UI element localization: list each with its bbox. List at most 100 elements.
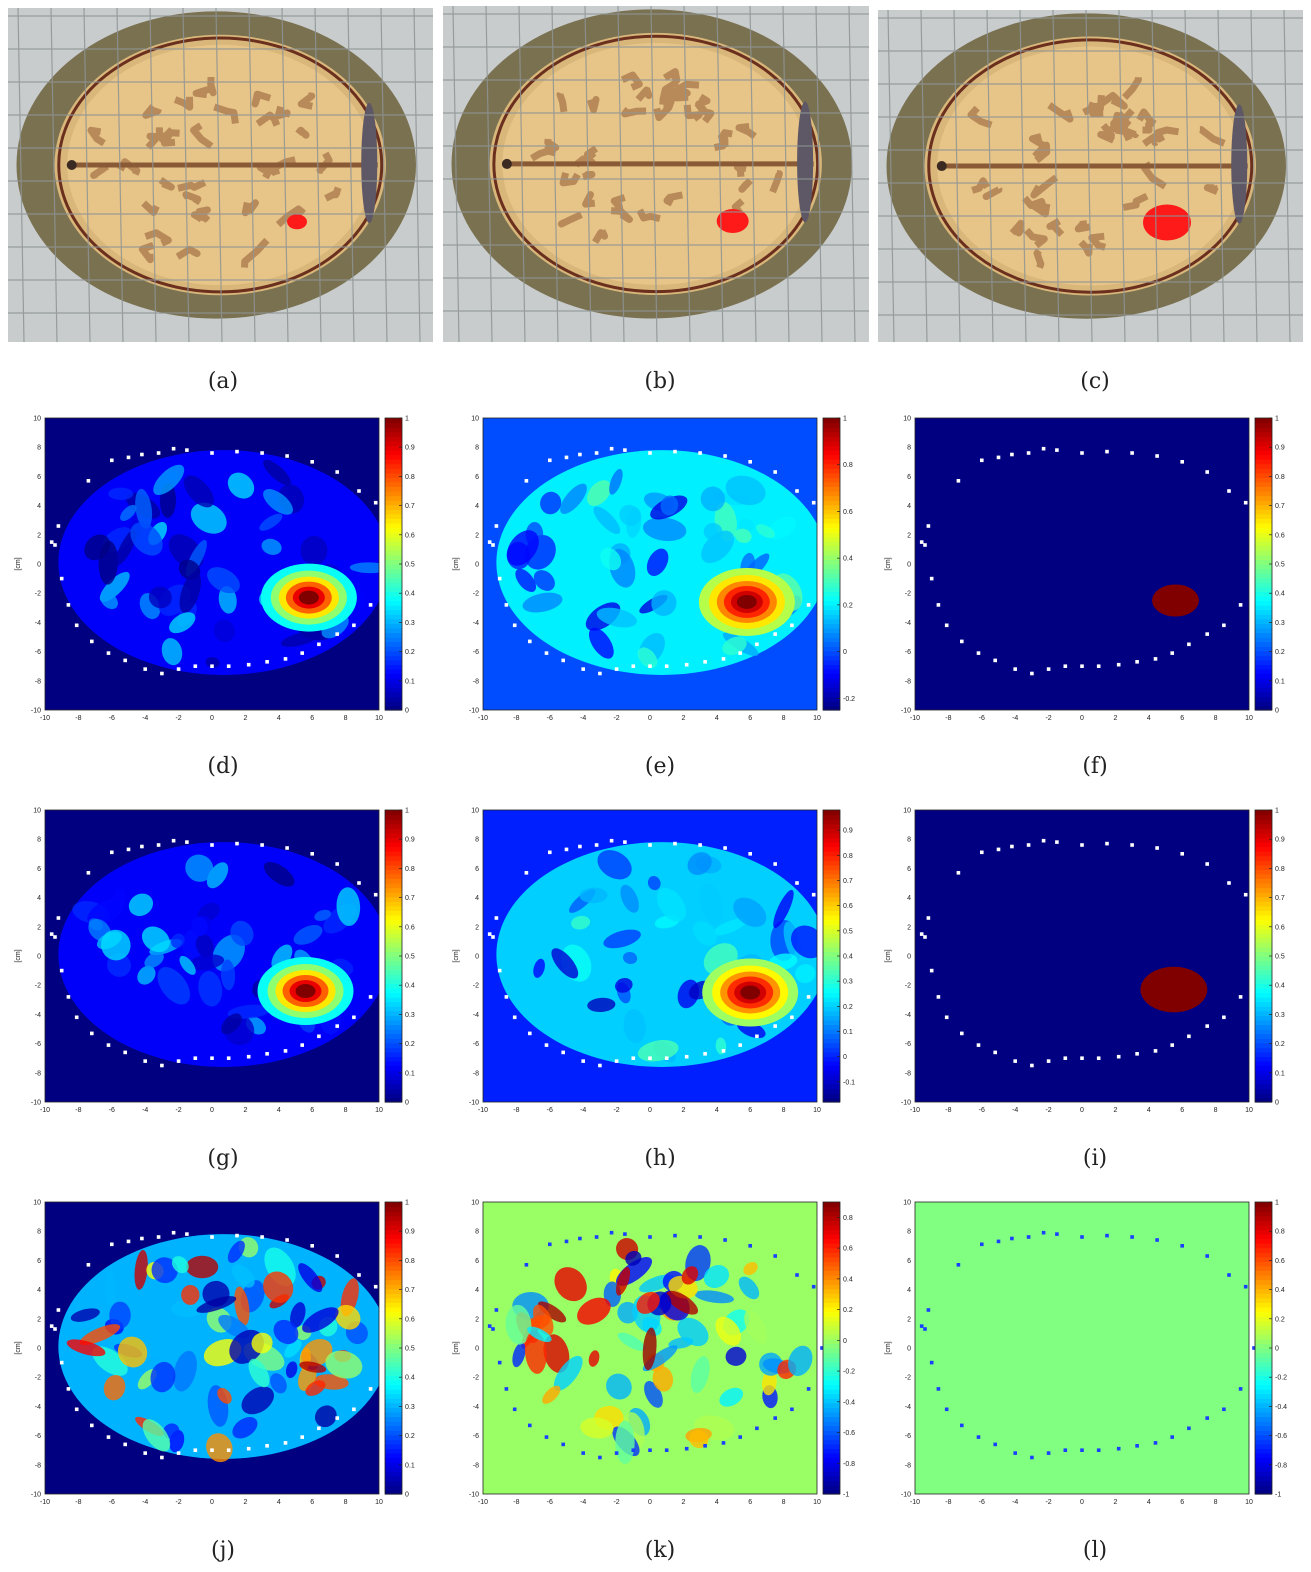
antenna-38 [110, 1242, 114, 1247]
y-tick-label: 10 [903, 808, 911, 815]
y-tick-label: 10 [33, 1200, 41, 1207]
antenna-7 [960, 1031, 964, 1036]
x-tick-label: -6 [547, 715, 553, 722]
antenna-13 [631, 1448, 636, 1452]
antenna-8 [106, 651, 111, 655]
antenna-25 [1243, 1284, 1248, 1289]
colorbar-tick-label: 0.5 [405, 562, 415, 569]
colorbar-tick-label: 0.1 [405, 1070, 415, 1077]
colorbar-tick-label: 0.4 [1275, 1287, 1285, 1294]
antenna-5 [936, 1387, 941, 1391]
antenna-31 [235, 1233, 239, 1238]
x-tick-label: 2 [1113, 1107, 1117, 1114]
caption-i: (i) [1082, 1146, 1108, 1171]
colorbar-tick-label: 0.4 [405, 983, 415, 990]
antenna-9 [123, 658, 127, 663]
antenna-34 [609, 446, 614, 451]
x-tick-label: 8 [344, 715, 348, 722]
antenna-35 [1026, 843, 1031, 847]
antenna-27 [1205, 862, 1209, 866]
colorbar-tick-label: 0.9 [1275, 445, 1285, 452]
antenna-3 [923, 543, 927, 547]
antenna-8 [106, 1435, 111, 1439]
heatmap-panel-l: -10-10-8-8-6-6-4-4-2-200224466881010[cm]… [885, 1200, 1287, 1507]
x-tick-label: -2 [175, 1107, 181, 1114]
colorbar-tick-label: 0.8 [843, 1215, 853, 1222]
colorbar-tick-label: 0.6 [405, 532, 415, 539]
antenna-15 [664, 1448, 669, 1452]
colorbar-tick-label: 0.6 [1275, 924, 1285, 931]
antenna-34 [1041, 1230, 1046, 1235]
y-tick-label: -4 [35, 1404, 41, 1411]
x-tick-label: -6 [979, 1499, 985, 1506]
antenna-12 [176, 1059, 181, 1063]
antenna-6 [512, 1407, 517, 1412]
antenna-24 [382, 562, 386, 566]
antenna-29 [1155, 454, 1159, 458]
antenna-37 [564, 1239, 569, 1244]
antenna-markers [919, 838, 1256, 1068]
antenna-14 [648, 1448, 652, 1452]
antenna-26 [1227, 489, 1231, 493]
y-tick-label: 4 [475, 503, 479, 510]
y-tick-label: 10 [471, 808, 479, 815]
x-tick-label: 10 [813, 1107, 821, 1114]
antenna-28 [310, 1244, 314, 1248]
antenna-13 [1063, 1448, 1068, 1452]
antenna-13 [193, 1448, 198, 1452]
antenna-13 [1063, 664, 1068, 668]
heatmap-panel-h: -10-10 -8 -8 -6 -6 -4 -4 -2 -2 0 0 2 2 4 4 6 6 8 8 10 10 [cm]… [453, 808, 855, 1115]
antenna-11 [1030, 671, 1034, 676]
antenna-5 [66, 995, 71, 999]
tick-labels: -10-10 -8 -8 -6 -6 -4 -4 -2 -2 0 0 2 2 4 4 6 6 8 8 10 10 [469, 416, 821, 723]
colorbar: 0 0.1 0.2 0.3 0.4 0.5 0.6 0.7 0.8 0.9 1 [1254, 808, 1285, 1107]
antenna-5 [504, 995, 509, 999]
antenna-36 [1010, 844, 1014, 849]
antenna-18 [721, 657, 726, 661]
antenna-8 [976, 1435, 981, 1439]
antenna-19 [1170, 1043, 1174, 1047]
antenna-10 [143, 667, 147, 671]
antenna-29 [285, 454, 289, 458]
antenna-38 [110, 458, 114, 463]
colorbar: 0 0.1 0.2 0.3 0.4 0.5 0.6 0.7 0.8 0.9 1 [384, 416, 415, 715]
x-tick-label: -10 [40, 1499, 50, 1506]
colorbar-tick-label: 1 [1275, 416, 1279, 423]
antenna-6 [74, 623, 79, 628]
antenna-7 [528, 1423, 532, 1428]
y-tick-label: -8 [905, 1462, 911, 1469]
x-tick-label: 4 [1147, 1107, 1151, 1114]
antenna-38 [980, 1242, 984, 1247]
y-tick-label: -8 [473, 1462, 479, 1469]
antenna-25 [373, 892, 378, 897]
antenna-25 [1243, 500, 1248, 505]
antenna-23 [1238, 603, 1243, 607]
antenna-14 [1080, 664, 1084, 668]
antenna-15 [226, 664, 231, 668]
antenna-36 [140, 1236, 144, 1241]
colorbar-tick-label: 0.4 [405, 1375, 415, 1382]
antenna-32 [210, 451, 214, 455]
antenna-24 [820, 954, 824, 958]
antenna-30 [1130, 1235, 1134, 1239]
antenna-5 [936, 995, 941, 999]
antenna-34 [1041, 446, 1046, 451]
y-tick-label: 6 [907, 1258, 911, 1265]
antenna-30 [698, 451, 702, 455]
antenna-12 [1046, 667, 1051, 671]
reconstruction [496, 1234, 817, 1465]
tumor [1143, 204, 1191, 241]
antenna-18 [1153, 1441, 1158, 1445]
x-tick-label: -4 [142, 715, 148, 722]
x-tick-label: 4 [277, 715, 281, 722]
antenna-19 [1170, 651, 1174, 655]
colorbar-tick-label: 0 [405, 708, 409, 715]
caption-a: (a) [207, 369, 239, 394]
colorbar-tick-label: 0.7 [405, 503, 415, 510]
colorbar: 0 0.1 0.2 0.3 0.4 0.5 0.6 0.7 0.8 0.9 1 [384, 808, 415, 1107]
y-tick-label: 10 [33, 416, 41, 423]
colorbar-tick-label: 0.2 [1275, 1041, 1285, 1048]
antenna-5 [936, 603, 941, 607]
x-tick-label: 6 [748, 715, 752, 722]
y-tick-label: 10 [903, 1200, 911, 1207]
